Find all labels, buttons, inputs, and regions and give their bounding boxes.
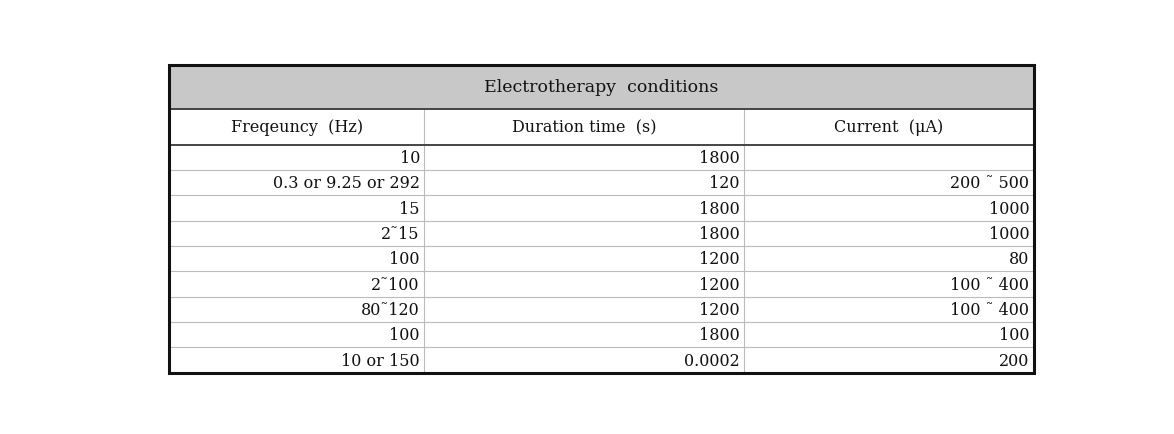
Text: Current  (μA): Current (μA) — [835, 119, 944, 136]
Bar — [169, 66, 1034, 110]
Text: 2˜15: 2˜15 — [382, 225, 420, 242]
Text: 100: 100 — [390, 251, 420, 268]
Text: 1000: 1000 — [989, 200, 1030, 217]
Text: Duration time  (s): Duration time (s) — [512, 119, 656, 136]
Bar — [169, 297, 1034, 322]
Text: 0.0002: 0.0002 — [684, 352, 740, 369]
Text: 1200: 1200 — [700, 251, 740, 268]
Text: 100: 100 — [999, 326, 1030, 343]
Bar — [169, 221, 1034, 247]
Bar — [169, 196, 1034, 221]
Text: 1800: 1800 — [699, 200, 740, 217]
Text: 80: 80 — [1008, 251, 1030, 268]
Text: 100: 100 — [390, 326, 420, 343]
Bar — [169, 322, 1034, 348]
Text: Electrotherapy  conditions: Electrotherapy conditions — [485, 79, 718, 96]
Text: 80˜120: 80˜120 — [362, 301, 420, 318]
Text: 10 or 150: 10 or 150 — [342, 352, 420, 369]
Text: 100 ˜ 400: 100 ˜ 400 — [950, 276, 1030, 293]
Text: 1200: 1200 — [700, 301, 740, 318]
Text: Freqeuncy  (Hz): Freqeuncy (Hz) — [231, 119, 363, 136]
Text: 2˜100: 2˜100 — [371, 276, 420, 293]
Bar — [169, 247, 1034, 272]
Text: 100 ˜ 400: 100 ˜ 400 — [950, 301, 1030, 318]
Text: 1800: 1800 — [699, 225, 740, 242]
Text: 120: 120 — [709, 175, 740, 192]
Bar — [169, 110, 1034, 145]
Text: 0.3 or 9.25 or 292: 0.3 or 9.25 or 292 — [272, 175, 420, 192]
Bar — [169, 145, 1034, 171]
Text: 1200: 1200 — [700, 276, 740, 293]
Bar — [169, 171, 1034, 196]
Bar — [169, 272, 1034, 297]
Bar — [169, 348, 1034, 373]
Text: 200: 200 — [999, 352, 1030, 369]
Text: 1000: 1000 — [989, 225, 1030, 242]
Text: 1800: 1800 — [699, 150, 740, 167]
Text: 10: 10 — [399, 150, 420, 167]
Text: 1800: 1800 — [699, 326, 740, 343]
Text: 200 ˜ 500: 200 ˜ 500 — [950, 175, 1030, 192]
Text: 15: 15 — [399, 200, 420, 217]
